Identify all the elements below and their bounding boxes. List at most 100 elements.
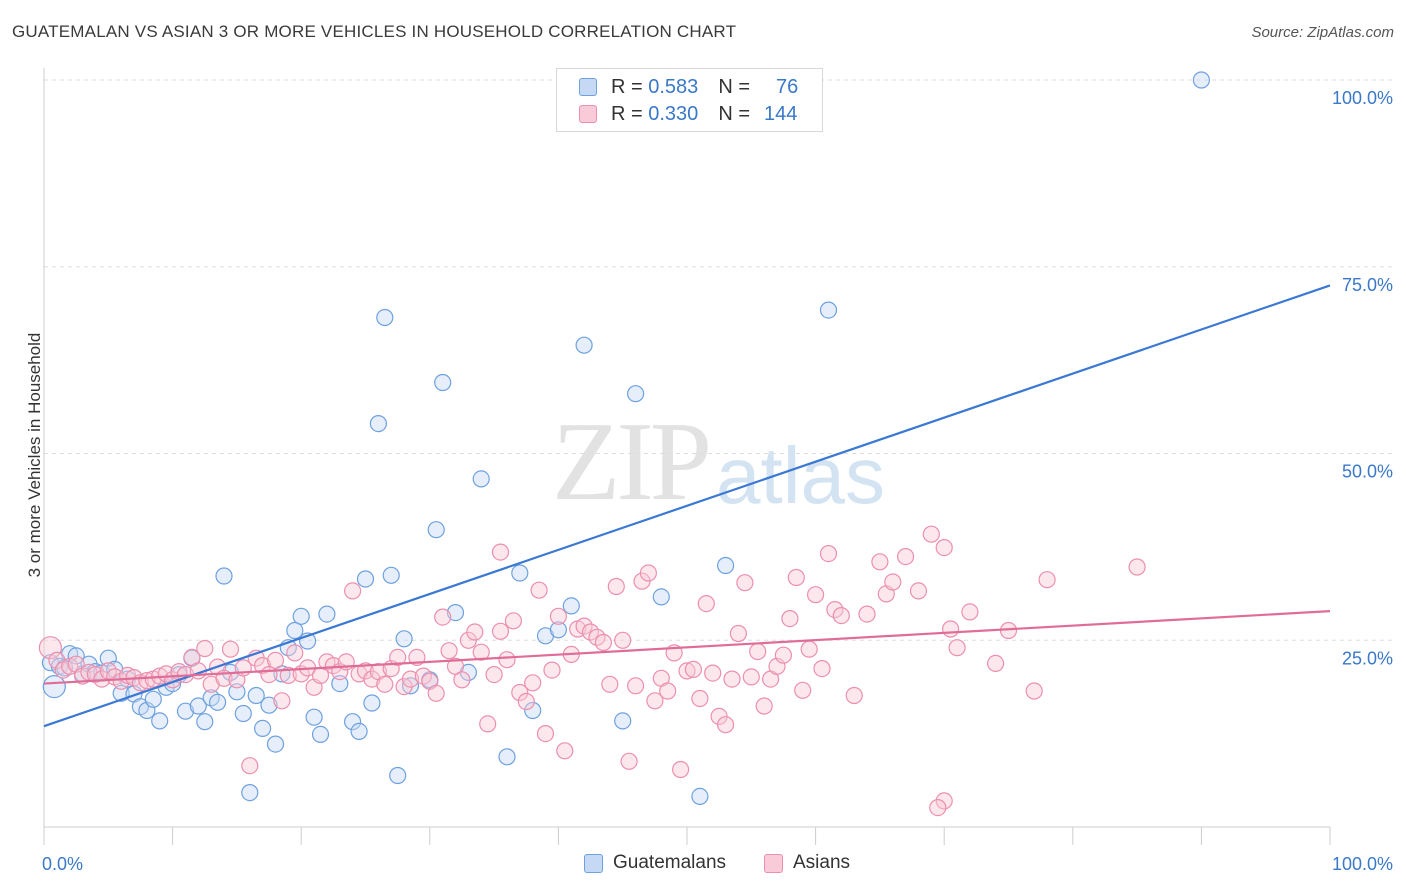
point-asians	[620, 752, 638, 770]
point-asians	[871, 553, 889, 571]
point-guatemalans	[286, 621, 304, 640]
point-guatemalans	[311, 725, 330, 744]
point-asians	[858, 605, 876, 623]
point-asians	[427, 684, 445, 702]
legend-label-asians: Asians	[793, 852, 851, 873]
point-guatemalans	[196, 713, 214, 731]
point-guatemalans	[691, 787, 709, 806]
legend-swatch-asians	[764, 853, 783, 873]
point-asians	[922, 525, 940, 543]
watermark-atlas: atlas	[716, 431, 885, 520]
point-asians	[376, 675, 394, 693]
point-asians	[639, 564, 658, 582]
point-asians	[61, 657, 79, 676]
x-tick-label: 0.0%	[42, 854, 83, 874]
point-asians	[434, 608, 452, 626]
point-guatemalans	[209, 693, 227, 711]
point-asians	[691, 689, 709, 708]
point-guatemalans	[247, 686, 265, 705]
point-guatemalans	[562, 597, 580, 615]
point-asians	[485, 665, 503, 684]
point-asians	[723, 670, 741, 688]
legend-item-guatemalans[interactable]: Guatemalans	[584, 852, 726, 874]
point-asians	[884, 573, 902, 591]
point-asians	[961, 603, 979, 621]
point-asians	[401, 670, 420, 688]
legend-row-asians: R = 0.330 N = 144	[579, 102, 797, 126]
point-guatemalans	[446, 603, 465, 622]
point-asians	[511, 683, 529, 702]
point-guatemalans	[511, 564, 529, 582]
point-asians	[794, 681, 812, 699]
axes	[43, 68, 1331, 845]
legend-swatch-guatemalans	[579, 78, 597, 96]
y-tick-label: 75.0%	[1342, 275, 1393, 295]
point-asians	[260, 665, 278, 684]
point-guatemalans	[1192, 71, 1211, 89]
y-axis-label: 3 or more Vehicles in Household	[25, 332, 44, 578]
point-asians	[832, 606, 850, 625]
point-guatemalans	[241, 783, 259, 802]
point-asians	[196, 639, 214, 658]
legend-r-value: 0.583	[648, 75, 699, 98]
point-asians	[659, 682, 677, 700]
point-asians	[1128, 558, 1146, 576]
point-guatemalans	[401, 677, 420, 695]
point-guatemalans	[42, 674, 66, 699]
point-guatemalans	[266, 735, 285, 753]
point-guatemalans	[716, 556, 735, 575]
point-asians	[716, 716, 735, 734]
point-asians	[344, 582, 362, 600]
point-asians	[273, 692, 291, 710]
point-asians	[806, 586, 825, 604]
legend-item-asians[interactable]: Asians	[764, 852, 850, 874]
point-guatemalans	[228, 683, 246, 701]
point-guatemalans	[318, 605, 336, 623]
point-asians	[498, 651, 516, 669]
point-guatemalans	[176, 702, 195, 720]
chart-title: GUATEMALAN VS ASIAN 3 OR MORE VEHICLES I…	[12, 22, 737, 41]
point-asians	[671, 760, 690, 779]
point-guatemalans	[652, 588, 670, 606]
point-guatemalans	[151, 712, 169, 730]
point-guatemalans	[549, 621, 568, 639]
point-guatemalans	[363, 694, 381, 712]
point-guatemalans	[434, 373, 452, 392]
point-asians	[524, 674, 542, 692]
source-label: Source: ZipAtlas.com	[1251, 24, 1394, 41]
point-asians	[112, 672, 130, 690]
point-asians	[909, 582, 928, 600]
point-guatemalans	[614, 712, 632, 730]
point-guatemalans	[819, 301, 838, 319]
point-asians	[221, 640, 240, 658]
point-asians	[986, 654, 1005, 673]
legend-r-label: R =	[611, 102, 643, 125]
point-guatemalans	[344, 713, 362, 731]
point-asians	[646, 692, 664, 710]
watermark-zip: ZIP	[552, 400, 712, 524]
x-tick-label: 100.0%	[1332, 854, 1393, 874]
legend-r-label: R =	[611, 75, 643, 98]
legend-r-value: 0.330	[648, 102, 699, 125]
point-guatemalans	[376, 308, 394, 327]
point-guatemalans	[292, 607, 310, 625]
stats-legend: R = 0.583 N = 76 R = 0.330 N = 144	[556, 68, 823, 132]
point-asians	[697, 594, 715, 613]
point-asians	[781, 609, 799, 628]
point-asians	[530, 581, 548, 599]
trend-lines	[43, 284, 1331, 728]
point-asians	[601, 675, 619, 693]
point-asians	[935, 792, 953, 810]
point-guatemalans	[254, 719, 272, 738]
point-asians	[819, 544, 838, 563]
point-guatemalans	[305, 708, 323, 726]
point-asians	[594, 633, 613, 652]
point-asians	[607, 577, 625, 596]
point-guatemalans	[575, 336, 593, 354]
point-asians	[575, 617, 593, 635]
point-asians	[241, 757, 259, 775]
tick-labels: 25.0% 50.0% 75.0% 100.0% 0.0% 100.0%	[42, 88, 1393, 874]
point-asians	[678, 662, 696, 680]
legend-n-value: 144	[764, 102, 798, 125]
